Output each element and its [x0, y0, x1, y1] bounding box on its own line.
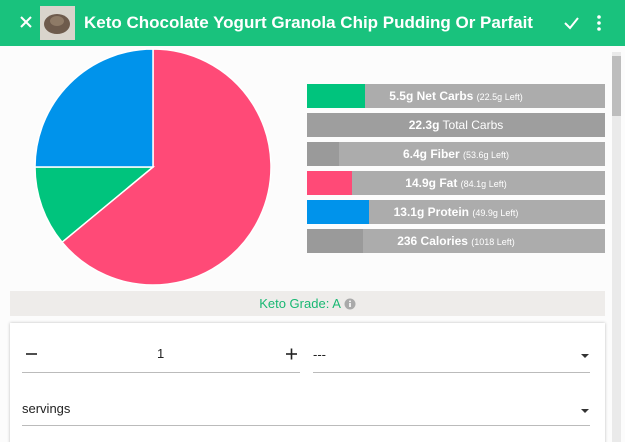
- serving-type-select[interactable]: servings: [22, 401, 71, 416]
- unit-select[interactable]: ---: [313, 347, 326, 362]
- macro-bar: 5.5g Net Carbs (22.5g Left): [307, 84, 605, 108]
- macro-bar-text: 13.1g Protein (49.9g Left): [307, 205, 605, 219]
- macro-bar-text: 5.5g Net Carbs (22.5g Left): [307, 89, 605, 103]
- macro-bold: 22.3g: [408, 118, 440, 132]
- macro-bar: 6.4g Fiber (53.6g Left): [307, 142, 605, 166]
- dropdown-caret[interactable]: [581, 409, 589, 413]
- close-icon[interactable]: [20, 16, 32, 28]
- keto-grade-text: Keto Grade: A: [259, 296, 341, 311]
- macro-bar-text: 14.9g Fat (84.1g Left): [307, 176, 605, 190]
- app-bar: Keto Chocolate Yogurt Granola Chip Puddi…: [0, 0, 625, 46]
- pie-slice: [34, 48, 154, 168]
- macro-note: (22.5g Left): [476, 92, 523, 102]
- dropdown-caret[interactable]: [581, 354, 589, 358]
- macro-pie: [34, 48, 272, 286]
- macro-bar-fill: [307, 171, 352, 195]
- keto-grade: Keto Grade: A: [10, 291, 605, 316]
- recipe-title: Keto Chocolate Yogurt Granola Chip Puddi…: [84, 13, 533, 32]
- macro-bold: 236 Calories: [397, 234, 468, 248]
- macro-bold: 14.9g Fat: [405, 176, 458, 190]
- input-underline: [22, 372, 300, 373]
- pie-slice: [34, 166, 156, 244]
- scrollbar-thumb[interactable]: [612, 56, 621, 116]
- macro-bar: 13.1g Protein (49.9g Left): [307, 200, 605, 224]
- increment-button[interactable]: [286, 348, 297, 360]
- serving-card: 1 --- servings: [10, 323, 605, 442]
- macro-label: Total Carbs: [442, 118, 504, 132]
- macro-bar-fill: [307, 84, 366, 108]
- quantity-value[interactable]: 1: [157, 346, 165, 361]
- macro-bar-text: 6.4g Fiber (53.6g Left): [307, 147, 605, 161]
- macro-bar-fill: [307, 142, 339, 166]
- recipe-thumbnail: [40, 6, 75, 40]
- app-bar-icons: [20, 6, 601, 40]
- macro-bar: 236 Calories (1018 Left): [307, 229, 605, 253]
- macro-note: (53.6g Left): [463, 150, 510, 160]
- info-icon[interactable]: [344, 298, 356, 310]
- input-underline: [313, 372, 590, 373]
- macro-note: (1018 Left): [471, 237, 515, 247]
- macro-bar-text: 236 Calories (1018 Left): [307, 234, 605, 248]
- save-icon[interactable]: [564, 17, 579, 30]
- menu-icon[interactable]: [597, 15, 601, 31]
- macro-bar-text: 22.3g Total Carbs: [307, 118, 605, 132]
- macro-note: (84.1g Left): [460, 179, 507, 189]
- macro-bold: 5.5g Net Carbs: [389, 89, 474, 103]
- scrollbar[interactable]: [612, 52, 621, 442]
- macro-bold: 13.1g Protein: [393, 205, 469, 219]
- macro-bar: 22.3g Total Carbs: [307, 113, 605, 137]
- macro-note: (49.9g Left): [472, 208, 519, 218]
- macro-bar-fill: [307, 200, 369, 224]
- macro-bar-fill: [307, 113, 605, 137]
- serving-icons: [26, 348, 589, 413]
- input-underline: [22, 425, 590, 426]
- macro-bold: 6.4g Fiber: [402, 147, 460, 161]
- pie-slice: [61, 48, 272, 286]
- macro-bar: 14.9g Fat (84.1g Left): [307, 171, 605, 195]
- macro-bar-fill: [307, 229, 364, 253]
